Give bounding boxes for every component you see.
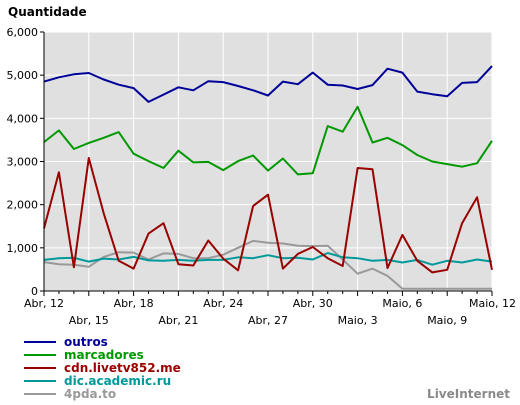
y-tick-label: 2,000 — [7, 199, 39, 212]
legend-label: dic.academic.ru — [64, 374, 171, 388]
y-tick-label: 6,000 — [7, 26, 39, 39]
x-tick-labels: Abr, 12 Abr, 18 Abr, 24 Abr, 30 Maio, 6 Maio,… — [24, 297, 516, 327]
x-tick-label: Maio, 6 — [382, 297, 422, 310]
credit-label: LiveInternet — [427, 387, 510, 401]
y-tick-label: 1,000 — [7, 242, 39, 255]
x-tick-label: Abr, 18 — [114, 297, 154, 310]
series-line-cdn-livetv852-me — [43, 157, 493, 274]
y-axis-title: Quantidade — [8, 5, 87, 19]
x-tick-label: Abr, 30 — [293, 297, 333, 310]
series-line-4pda-to — [43, 239, 492, 290]
x-tick-label: Maio, 9 — [427, 314, 467, 327]
gridlines — [43, 31, 493, 291]
series-lines — [43, 65, 493, 290]
axes — [40, 31, 493, 296]
y-tick-label: 5,000 — [7, 69, 39, 82]
legend-label: 4pda.to — [64, 387, 116, 401]
legend: outrosmarcadorescdn.livetv852.medic.acad… — [24, 335, 181, 401]
x-tick-label: Abr, 27 — [248, 314, 288, 327]
x-tick-label: Abr, 15 — [69, 314, 109, 327]
series-line-outros — [43, 65, 493, 103]
x-tick-label: Abr, 21 — [158, 314, 198, 327]
x-tick-label: Maio, 3 — [338, 314, 378, 327]
x-tick-label: Maio, 12 — [469, 297, 516, 310]
y-tick-label: 4,000 — [7, 112, 39, 125]
legend-label: cdn.livetv852.me — [64, 361, 181, 375]
y-tick-label: 3,000 — [7, 156, 39, 169]
x-tick-label: Abr, 24 — [203, 297, 243, 310]
y-tick-labels: 0 1,000 2,000 3,000 4,000 5,000 6,000 — [7, 26, 39, 298]
x-tick-label: Abr, 12 — [24, 297, 64, 310]
y-tick-label: 0 — [31, 285, 38, 298]
legend-label: marcadores — [64, 348, 144, 362]
series-line-marcadores — [43, 105, 493, 176]
legend-label: outros — [64, 335, 108, 349]
